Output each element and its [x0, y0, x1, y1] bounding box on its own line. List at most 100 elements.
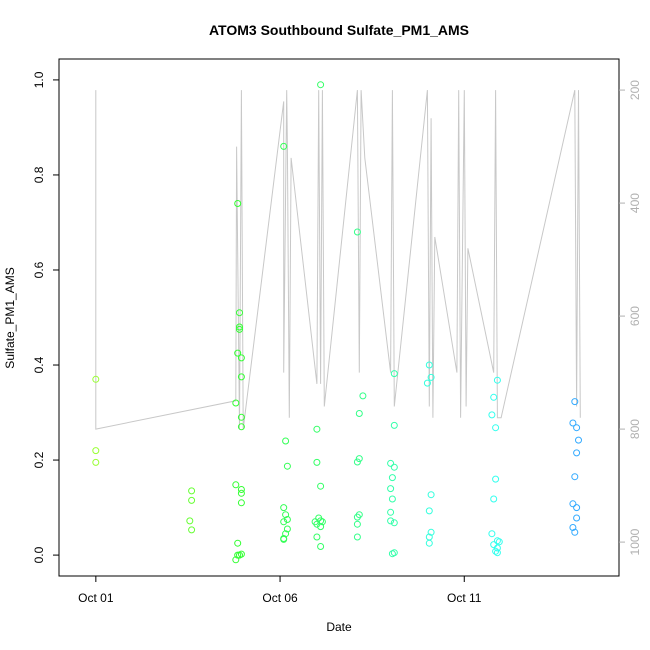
data-point — [313, 533, 321, 541]
data-point — [359, 392, 367, 400]
secondary-series-line — [95, 89, 581, 430]
data-point — [313, 520, 321, 528]
data-point — [237, 354, 245, 362]
data-point — [353, 533, 361, 541]
data-point — [186, 517, 194, 525]
data-point — [188, 496, 196, 504]
data-points-layer — [92, 81, 582, 564]
data-point — [232, 481, 240, 489]
data-point — [280, 504, 288, 512]
data-point — [237, 499, 245, 507]
y-tick-label: 0.6 — [32, 261, 46, 278]
data-point — [283, 462, 291, 470]
y-tick-label: 0.0 — [32, 546, 46, 563]
y-tick-label: 1.0 — [32, 71, 46, 88]
data-point — [232, 556, 240, 564]
data-point — [390, 463, 398, 471]
data-point — [234, 200, 242, 207]
data-point — [569, 419, 577, 427]
data-point — [569, 500, 577, 508]
y-axis-label: Sulfate_PM1_AMS — [3, 267, 17, 368]
data-point — [569, 524, 577, 531]
data-point — [492, 547, 500, 555]
data-point — [317, 543, 325, 550]
data-point — [492, 424, 500, 432]
data-point — [237, 423, 245, 431]
secondary-series-layer — [95, 89, 581, 430]
data-point — [92, 375, 100, 383]
plot-frame — [58, 58, 620, 577]
data-point — [425, 539, 433, 547]
y-tick-label: 0.4 — [32, 356, 46, 373]
data-point — [313, 458, 321, 466]
data-point — [282, 511, 290, 519]
y2-tick-label: 200 — [628, 80, 642, 100]
data-point — [488, 411, 496, 419]
data-point — [573, 504, 581, 512]
data-point — [353, 520, 361, 528]
data-point — [317, 81, 325, 89]
data-point — [573, 449, 581, 457]
data-point — [425, 361, 433, 369]
y-tick-label: 0.2 — [32, 451, 46, 468]
data-point — [282, 437, 290, 445]
data-point — [488, 530, 496, 538]
data-point — [237, 413, 245, 421]
data-point — [236, 323, 243, 331]
x-axis-label: Date — [326, 620, 352, 634]
data-point — [237, 489, 245, 497]
data-point — [388, 495, 396, 503]
data-point — [575, 436, 582, 444]
data-point — [387, 517, 395, 525]
data-point — [387, 508, 395, 516]
data-point — [283, 525, 291, 533]
data-point — [490, 495, 498, 503]
data-point — [237, 373, 245, 381]
x-tick-label: Oct 06 — [262, 591, 298, 605]
data-point — [387, 459, 395, 467]
data-point — [493, 549, 501, 557]
data-point — [283, 516, 291, 523]
data-point — [353, 228, 361, 236]
chart-title: ATOM3 Southbound Sulfate_PM1_AMS — [209, 22, 469, 38]
data-point — [425, 507, 433, 515]
data-point — [236, 325, 243, 333]
data-point — [390, 421, 398, 429]
data-point — [236, 309, 243, 317]
data-point — [571, 528, 579, 536]
x-tick-label: Oct 11 — [447, 591, 482, 605]
data-point — [388, 474, 396, 482]
data-point — [313, 425, 321, 433]
data-point — [353, 513, 361, 521]
data-point — [427, 528, 435, 536]
data-point — [237, 486, 245, 493]
data-point — [390, 519, 398, 527]
data-point — [353, 458, 361, 466]
data-point — [388, 550, 396, 558]
y2-tick-label: 800 — [628, 419, 642, 439]
data-point — [573, 514, 581, 522]
y-tick-label: 0.8 — [32, 166, 46, 183]
data-point — [92, 447, 100, 455]
axes-layer: Oct 01 Oct 06 Oct 11 0.0 0.2 0.4 0.6 0.8 1.0 200 4… — [32, 71, 642, 605]
data-point — [571, 473, 579, 481]
data-point — [317, 523, 325, 531]
data-point — [495, 538, 503, 546]
data-point — [355, 410, 363, 417]
data-point — [188, 526, 196, 534]
data-point — [493, 544, 501, 552]
data-point — [571, 398, 579, 406]
data-point — [490, 393, 498, 401]
data-point — [188, 487, 196, 495]
data-point — [317, 482, 325, 490]
data-point — [234, 539, 242, 547]
data-point — [280, 535, 288, 543]
data-point — [427, 373, 435, 381]
data-point — [493, 376, 501, 384]
data-point — [280, 142, 288, 150]
data-point — [390, 370, 398, 378]
data-point — [427, 491, 435, 499]
data-point — [237, 550, 245, 558]
